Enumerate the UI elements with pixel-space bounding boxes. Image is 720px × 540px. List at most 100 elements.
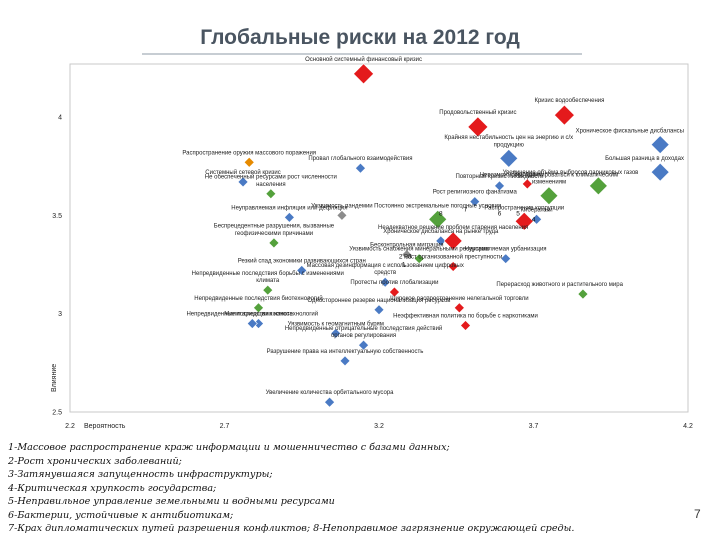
risk-point-marker [324,396,335,408]
risk-point-label: Непредвиденные последствия биотехнологий [194,295,322,302]
risk-point-marker [443,231,463,251]
risk-point-marker [539,186,559,206]
risk-point-marker [262,284,274,296]
risk-point-marker [650,135,670,155]
risk-point-marker [379,276,391,288]
risk-point-marker [531,213,543,225]
risk-point-marker [373,304,385,316]
risk-point-label: Хроническое дисбаланса на рынке труда [383,229,499,235]
x-tick-label: 3.2 [374,423,384,430]
plot-area [69,63,689,413]
number-marker: 2 [399,254,403,261]
y-tick-label: 3.5 [52,213,62,220]
risk-point-marker [453,302,465,314]
risk-point-marker [336,209,348,221]
footnotes-list: 1-Массовое распространение краж информац… [8,441,648,536]
risk-point-label: Кризис водообеспечения [534,98,604,104]
risk-point-label: Милитаризация космоса [224,312,293,318]
risk-point-marker [514,211,534,231]
risk-point-marker [460,320,471,331]
risk-point-label: Рост организованной преступности [404,254,502,261]
footnote-line: 4-Критическая хрупкость государства; [8,482,217,494]
footnote-line: 2-Рост хронических заболеваний; [8,455,182,467]
y-tick-label: 3 [58,311,62,318]
risk-point-marker [246,318,258,329]
risk-point-label: Хроническое фискальные дисбалансы [576,129,684,135]
risk-point-marker [553,104,575,126]
risk-point-marker [330,327,342,339]
risk-point-label: Непредвиденные последствия борьбы с изме… [192,271,344,284]
x-axis-label: Вероятность [84,423,126,430]
risk-point-marker [358,339,369,351]
risk-point-label: Беспрецедентные разрушения, вызванные гео… [214,224,335,237]
risk-point-label: Бесконтрольная миграция [370,243,443,249]
number-marker: 3 [408,254,412,261]
risk-point-marker [253,302,264,314]
risk-point-marker [283,211,295,223]
x-tick-label: 3.7 [529,423,539,430]
risk-point-marker [268,237,280,249]
risk-point-marker [353,63,374,85]
risk-point-label: Разрушение права на интеллектуальную соб… [267,349,424,355]
risk-point-label: Неуправляемая инфляция или дефляция [231,205,347,211]
risk-point-label: Распространение оружия массового поражен… [182,150,316,156]
risk-point-label: Увеличение количества орбитального мусор… [266,390,394,396]
risk-point-marker [521,178,533,190]
risk-point-label: Большая разница в доходах [605,156,684,162]
risk-point-marker [237,176,249,188]
risk-point-label: Рост религиозного фанатизма [433,190,518,196]
risk-point-marker [339,355,351,367]
risk-point-label: Уязвимость к геомагнитным бурям [288,321,384,327]
number-marker: 6 [498,210,502,217]
risk-point-label: Массовая дезинформация с использованием … [307,263,464,276]
risk-point-label: Системный сетевой кризис [205,169,281,176]
x-tick-label: 2.2 [65,423,75,430]
number-marker: 5 [516,210,520,217]
x-tick-label: 2.7 [220,423,230,430]
risk-point-marker [243,156,255,168]
risk-point-label: Широкое распространение нелегальной торг… [390,295,529,302]
risk-point-marker [650,162,670,182]
y-tick-label: 2.5 [52,410,62,417]
risk-point-marker [435,235,447,247]
number-marker: 8 [439,210,443,217]
footnote-line: 6-Бактерии, устойчивые к антибиотикам; [8,509,234,521]
risk-point-marker [499,148,519,168]
risk-point-label: Увеличение объёма выбросов парниковых га… [503,170,639,176]
risk-point-label: Продовольственный кризис [439,109,516,116]
risk-point-marker [494,180,505,192]
risk-point-label: Кибератаки [521,207,553,213]
risk-point-marker [500,253,512,265]
x-tick-label: 4.2 [683,423,693,430]
risk-point-label: Распространение коррупции [484,205,564,211]
number-marker: 4 [532,216,536,223]
risk-point-label: Крайняя нестабильность цен на энергию и … [444,134,573,148]
risk-point-marker [389,286,400,298]
risk-scatter-chart: 2.2 2.7 3.2 3.7 4.2 2.5 3 3.5 4 Основной системн… [51,56,693,430]
risk-point-marker [447,261,459,272]
footnote-line: 3-Затянувшаяся запущенность инфраструкту… [8,469,273,480]
risk-point-label: Одностороннее резерве национализация рес… [308,298,451,304]
risk-point-label: Основной системный финансовый кризис [305,56,422,63]
risk-point-marker [467,116,489,138]
risk-point-label: Провал глобального взаимодействия [308,155,412,162]
risk-point-marker [428,209,448,229]
risk-point-marker [401,249,413,261]
risk-point-label: Неадекватное решение проблем старения на… [378,225,528,231]
y-axis-label: Влияние [51,364,58,392]
risk-point-marker [469,196,481,208]
risk-point-label: Непредвиденные последствия нанотехнологи… [186,311,318,318]
risk-point-label: Резкий спад экономики развивающихся стра… [238,257,366,264]
slide-title: Глобальные риски на 2012 год [200,26,520,49]
risk-point-marker [577,288,589,300]
risk-point-label: Перерасход животного и растительного мир… [496,282,623,288]
risk-point-marker [588,176,608,196]
footnote-line: 5-Неправильное управление земельными и в… [8,496,335,507]
title-underline [142,53,582,55]
risk-point-marker [355,162,366,174]
footnote-line: 7-Крах дипломатических путей разрешения … [8,523,575,534]
risk-point-label: Неуправляемая урбанизация [465,247,547,253]
footnote-line: 1-Массовое распространение краж информац… [8,442,450,453]
risk-point-label: Повторный кризис ликвидности [455,173,543,180]
risk-point-label: Уязвимость пандемии [311,203,373,209]
